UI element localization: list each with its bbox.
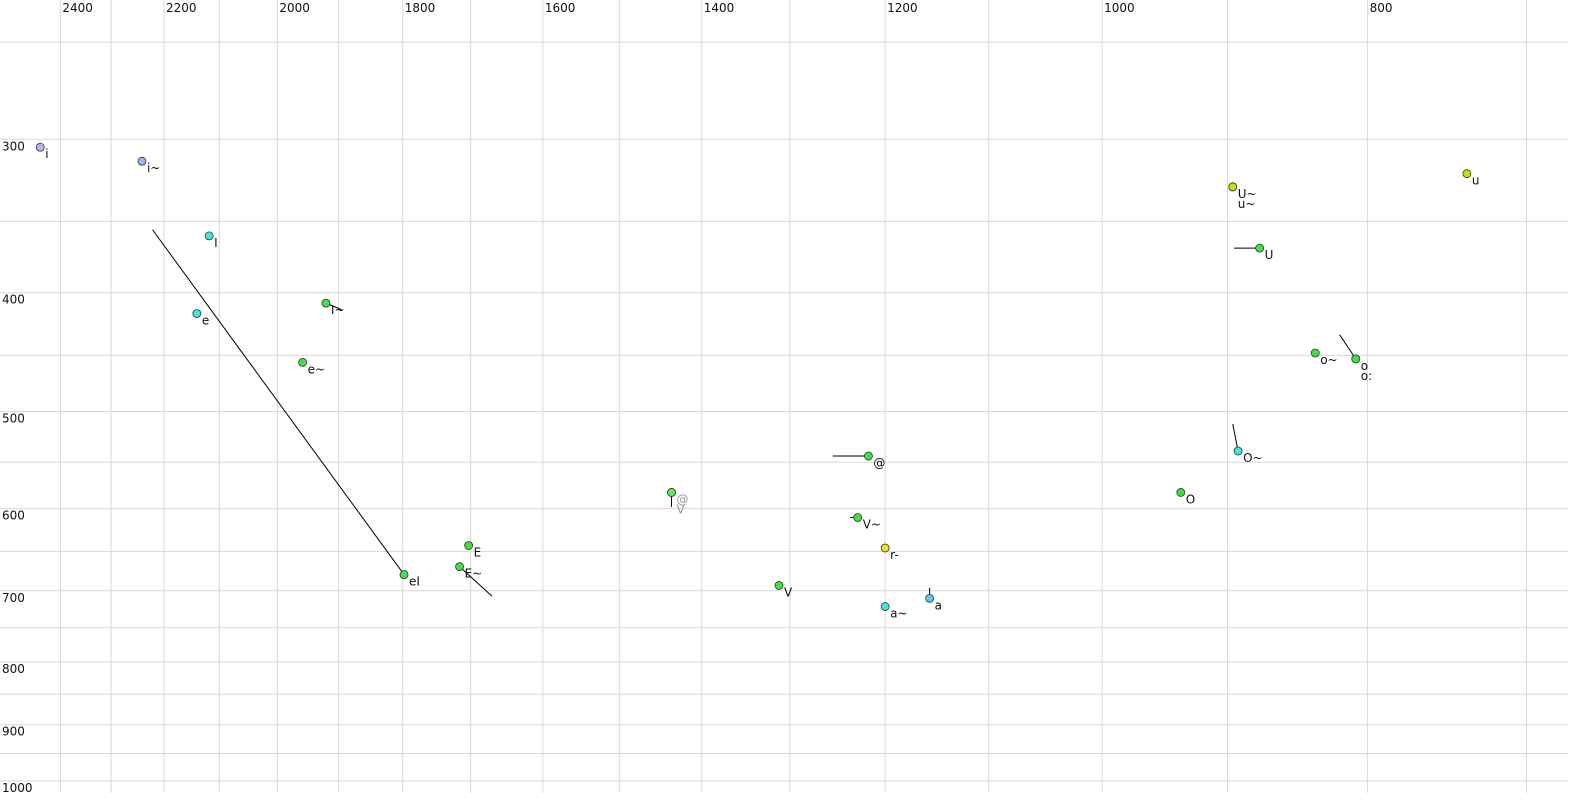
point-label: @ bbox=[677, 492, 689, 506]
vowel-point bbox=[321, 298, 331, 308]
point-label: e~ bbox=[308, 362, 325, 376]
vowel-point bbox=[880, 602, 890, 611]
y-tick-label: 700 bbox=[2, 591, 25, 605]
vowel-point bbox=[1176, 488, 1186, 497]
y-tick-label: 800 bbox=[2, 662, 25, 676]
point-label: eI bbox=[409, 575, 420, 589]
x-tick-label: 1800 bbox=[405, 1, 436, 15]
point-label: a bbox=[935, 598, 942, 612]
trajectory bbox=[1339, 334, 1357, 360]
trajectory bbox=[459, 566, 493, 597]
vowel-point bbox=[1351, 354, 1361, 364]
x-tick-label: 1000 bbox=[1104, 1, 1135, 15]
point-label: u bbox=[1472, 174, 1480, 188]
point-label: O~ bbox=[1243, 451, 1263, 465]
vowel-point bbox=[35, 142, 45, 152]
point-label: O bbox=[1186, 492, 1195, 506]
x-tick-label: 800 bbox=[1370, 1, 1393, 15]
vowel-point bbox=[455, 562, 464, 572]
point-label: I bbox=[214, 236, 218, 250]
trajectory bbox=[152, 229, 405, 575]
x-tick-label: 2200 bbox=[166, 1, 197, 15]
y-tick-label: 500 bbox=[2, 412, 25, 426]
y-tick-label: 900 bbox=[2, 725, 25, 739]
vowel-point bbox=[399, 570, 409, 579]
point-label: i~ bbox=[147, 161, 160, 175]
y-tick-label: 600 bbox=[2, 509, 25, 523]
vowel-point bbox=[774, 581, 784, 590]
point-label: o: bbox=[1361, 369, 1372, 383]
point-label: u~ bbox=[1238, 197, 1256, 211]
point-label: V bbox=[677, 502, 686, 516]
point-label: E bbox=[474, 546, 482, 560]
vowel-point bbox=[667, 488, 676, 497]
x-tick-label: 2000 bbox=[279, 1, 310, 15]
vowel-point bbox=[853, 513, 863, 522]
vowel-point bbox=[1462, 169, 1472, 179]
point-label: E~ bbox=[465, 567, 483, 581]
point-label: U bbox=[1265, 248, 1274, 262]
vowel-point bbox=[1228, 182, 1238, 192]
vowel-point bbox=[298, 358, 308, 367]
vowel-point bbox=[1255, 243, 1265, 253]
point-label: e bbox=[202, 313, 209, 327]
vowel-point bbox=[880, 543, 890, 553]
vowel-point bbox=[204, 231, 214, 241]
vowel-point bbox=[864, 451, 873, 461]
point-label: i bbox=[45, 147, 48, 161]
point-label: @ bbox=[873, 456, 885, 470]
vowel-point bbox=[137, 156, 147, 166]
point-label: a~ bbox=[890, 607, 907, 621]
point-label: V bbox=[784, 585, 793, 599]
point-label: r- bbox=[890, 548, 899, 562]
point-label: I~ bbox=[331, 303, 345, 317]
point-label: o~ bbox=[1320, 353, 1337, 367]
vowel-point bbox=[1233, 446, 1243, 456]
vowel-point bbox=[1310, 348, 1320, 358]
point-label: U~ bbox=[1238, 187, 1257, 201]
x-tick-label: 2400 bbox=[62, 1, 93, 15]
trajectory bbox=[1232, 424, 1239, 452]
vowel-point bbox=[192, 309, 202, 318]
x-tick-label: 1400 bbox=[704, 1, 735, 15]
point-label: V~ bbox=[863, 517, 881, 531]
vowel-point bbox=[925, 593, 935, 603]
y-tick-label: 300 bbox=[2, 139, 25, 153]
x-tick-label: 1600 bbox=[545, 1, 576, 15]
y-tick-label: 400 bbox=[2, 293, 25, 307]
vowel-point bbox=[464, 541, 474, 550]
point-label: o bbox=[1361, 359, 1368, 373]
y-tick-label: 1000 bbox=[2, 781, 33, 795]
x-tick-label: 1200 bbox=[887, 1, 918, 15]
